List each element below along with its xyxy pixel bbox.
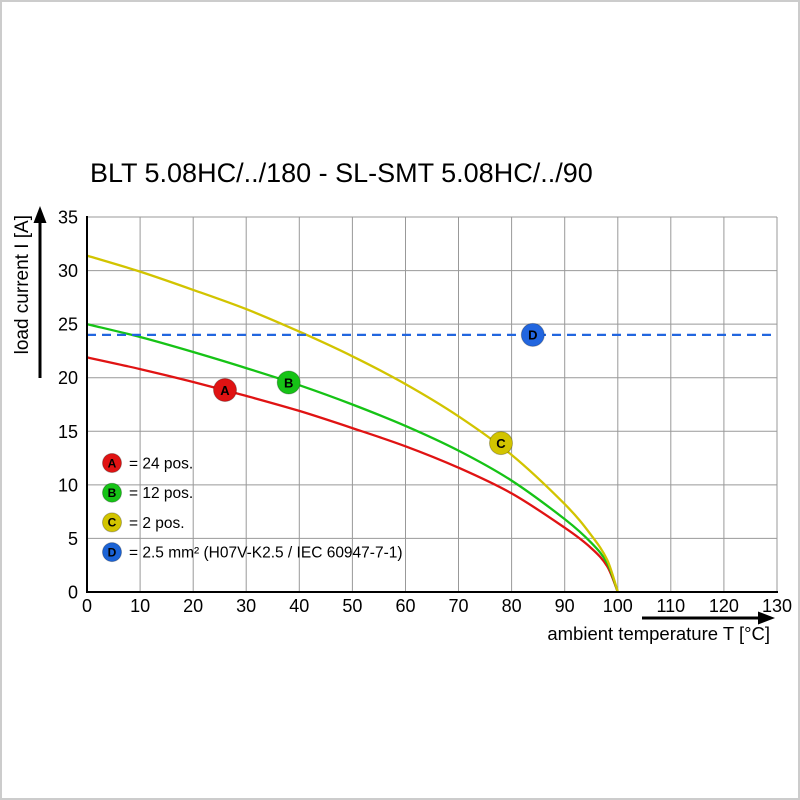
x-tick-label: 50 bbox=[342, 596, 362, 616]
marker-D bbox=[520, 322, 545, 347]
legend-letter-B: B bbox=[108, 486, 117, 500]
legend-marker-B bbox=[102, 482, 122, 503]
legend-letter-D: D bbox=[108, 545, 117, 559]
y-tick-label: 20 bbox=[58, 368, 78, 388]
y-tick-label: 15 bbox=[58, 422, 78, 442]
x-axis-label: ambient temperature T [°C] bbox=[547, 623, 770, 644]
x-tick-label: 40 bbox=[289, 596, 309, 616]
marker-C bbox=[489, 431, 513, 456]
x-tick-label: 0 bbox=[82, 596, 92, 616]
curve-A bbox=[86, 356, 619, 593]
x-tick-label: 110 bbox=[656, 596, 685, 616]
x-tick-label: 30 bbox=[236, 596, 256, 616]
marker-letter-C: C bbox=[496, 436, 506, 451]
marker-B bbox=[276, 370, 301, 395]
x-tick-label: 20 bbox=[183, 596, 203, 616]
y-tick-label: 10 bbox=[58, 475, 78, 495]
legend-letter-C: C bbox=[108, 516, 117, 530]
marker-letter-A: A bbox=[220, 383, 230, 398]
marker-A bbox=[213, 378, 237, 402]
y-tick-label: 25 bbox=[58, 315, 78, 335]
marker-letter-B: B bbox=[284, 375, 293, 390]
y-tick-label: 35 bbox=[58, 208, 78, 228]
legend-marker-C bbox=[102, 512, 122, 533]
y-axis-label: load current I [A] bbox=[12, 215, 33, 355]
x-tick-label: 10 bbox=[130, 596, 150, 616]
legend-marker-A bbox=[102, 453, 122, 473]
x-tick-label: 70 bbox=[448, 596, 468, 616]
x-tick-label: 80 bbox=[502, 596, 522, 616]
x-tick-label: 90 bbox=[555, 596, 575, 616]
legend-label-B: = 12 pos. bbox=[129, 485, 193, 502]
y-axis-arrow-head-icon bbox=[33, 206, 47, 223]
chart-title: BLT 5.08HC/../180 - SL-SMT 5.08HC/../90 bbox=[90, 158, 593, 188]
legend-label-C: = 2 pos. bbox=[129, 515, 185, 532]
x-axis-arrow-head-icon bbox=[758, 611, 775, 625]
legend-letter-A: A bbox=[108, 456, 117, 470]
x-tick-label: 100 bbox=[603, 596, 633, 616]
legend-label-D: = 2.5 mm² (H07V-K2.5 / IEC 60947-7-1) bbox=[129, 545, 403, 562]
y-tick-label: 5 bbox=[68, 529, 78, 549]
curve-C bbox=[86, 254, 619, 593]
y-tick-label: 0 bbox=[68, 583, 78, 603]
x-tick-label: 120 bbox=[709, 596, 739, 616]
marker-letter-D: D bbox=[528, 328, 537, 343]
x-tick-label: 130 bbox=[762, 596, 792, 616]
legend-marker-D bbox=[102, 542, 122, 563]
y-tick-label: 30 bbox=[58, 261, 78, 281]
legend-label-A: = 24 pos. bbox=[129, 456, 193, 473]
curve-B bbox=[86, 322, 619, 593]
x-tick-label: 60 bbox=[395, 596, 415, 616]
